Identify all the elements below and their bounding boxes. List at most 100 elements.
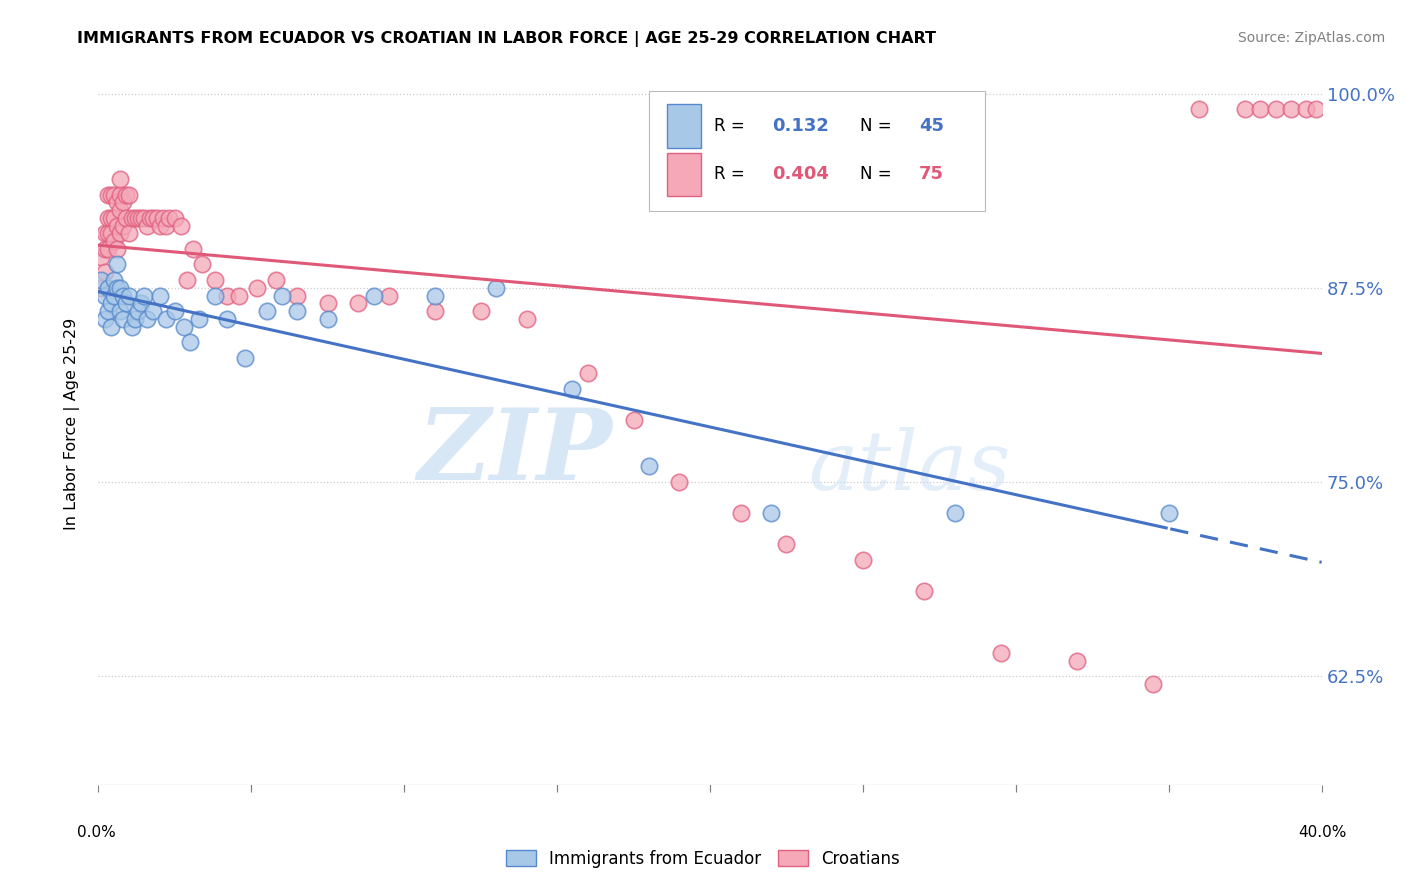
Y-axis label: In Labor Force | Age 25-29: In Labor Force | Age 25-29 — [63, 318, 80, 530]
Point — [775, 537, 797, 551]
Bar — [668, 153, 702, 196]
Point — [363, 288, 385, 302]
Point — [270, 288, 292, 302]
Point — [111, 288, 134, 302]
Point — [730, 506, 752, 520]
Point — [668, 475, 690, 489]
Point — [111, 219, 134, 233]
Text: N =: N = — [860, 117, 897, 135]
Text: 0.404: 0.404 — [772, 165, 830, 184]
Point — [188, 311, 211, 326]
Point — [139, 211, 162, 225]
Point — [1188, 102, 1211, 116]
Point — [124, 211, 146, 225]
Point — [1279, 102, 1302, 116]
Point — [152, 211, 174, 225]
Point — [97, 281, 120, 295]
Point — [124, 311, 146, 326]
Point — [485, 281, 508, 295]
Text: N =: N = — [860, 165, 897, 184]
Point — [97, 304, 120, 318]
Point — [1142, 677, 1164, 691]
Point — [97, 211, 120, 225]
Point — [179, 335, 201, 350]
Point — [852, 552, 875, 566]
Point — [136, 219, 159, 233]
Point — [170, 219, 193, 233]
Point — [149, 219, 172, 233]
Point — [1295, 102, 1317, 116]
Point — [470, 304, 492, 318]
Point — [111, 195, 134, 210]
Point — [93, 227, 115, 241]
Point — [118, 227, 141, 241]
Point — [108, 202, 131, 217]
Point — [100, 187, 122, 202]
Point — [97, 242, 120, 256]
Point — [90, 250, 112, 264]
Point — [108, 172, 131, 186]
Text: 40.0%: 40.0% — [1299, 825, 1347, 840]
Point — [105, 281, 128, 295]
Point — [215, 311, 238, 326]
Point — [423, 288, 446, 302]
Text: R =: R = — [714, 117, 749, 135]
Point — [105, 257, 128, 271]
Point — [134, 211, 156, 225]
Point — [204, 273, 226, 287]
Point — [118, 288, 141, 302]
Point — [103, 273, 125, 287]
Point — [108, 304, 131, 318]
Point — [108, 227, 131, 241]
Point — [1234, 102, 1257, 116]
Point — [100, 319, 122, 334]
Text: R =: R = — [714, 165, 749, 184]
Point — [990, 646, 1012, 660]
Point — [115, 296, 138, 310]
Point — [149, 288, 172, 302]
Point — [191, 257, 214, 271]
Point — [105, 219, 128, 233]
Point — [204, 288, 226, 302]
Point — [90, 273, 112, 287]
Point — [759, 506, 782, 520]
Point — [142, 304, 165, 318]
Point — [215, 288, 238, 302]
Point — [145, 211, 167, 225]
Point — [285, 304, 308, 318]
FancyBboxPatch shape — [648, 91, 986, 211]
Point — [93, 265, 115, 279]
Point — [108, 187, 131, 202]
Point — [1305, 102, 1327, 116]
Point — [378, 288, 401, 302]
Point — [316, 296, 339, 310]
Point — [256, 304, 278, 318]
Text: Source: ZipAtlas.com: Source: ZipAtlas.com — [1237, 31, 1385, 45]
Point — [285, 288, 308, 302]
Point — [129, 211, 152, 225]
Point — [246, 281, 269, 295]
Point — [108, 281, 131, 295]
Point — [173, 319, 195, 334]
Point — [93, 242, 115, 256]
Point — [157, 211, 180, 225]
Point — [93, 288, 115, 302]
Point — [142, 211, 165, 225]
Bar — [668, 104, 702, 148]
Point — [561, 382, 583, 396]
Point — [516, 311, 538, 326]
Point — [129, 296, 152, 310]
Point — [912, 583, 935, 598]
Point — [127, 211, 149, 225]
Point — [127, 304, 149, 318]
Text: ZIP: ZIP — [418, 404, 612, 500]
Point — [316, 311, 339, 326]
Point — [103, 234, 125, 248]
Point — [103, 211, 125, 225]
Point — [163, 211, 186, 225]
Point — [93, 311, 115, 326]
Point — [90, 281, 112, 295]
Point — [111, 311, 134, 326]
Point — [1264, 102, 1286, 116]
Point — [100, 296, 122, 310]
